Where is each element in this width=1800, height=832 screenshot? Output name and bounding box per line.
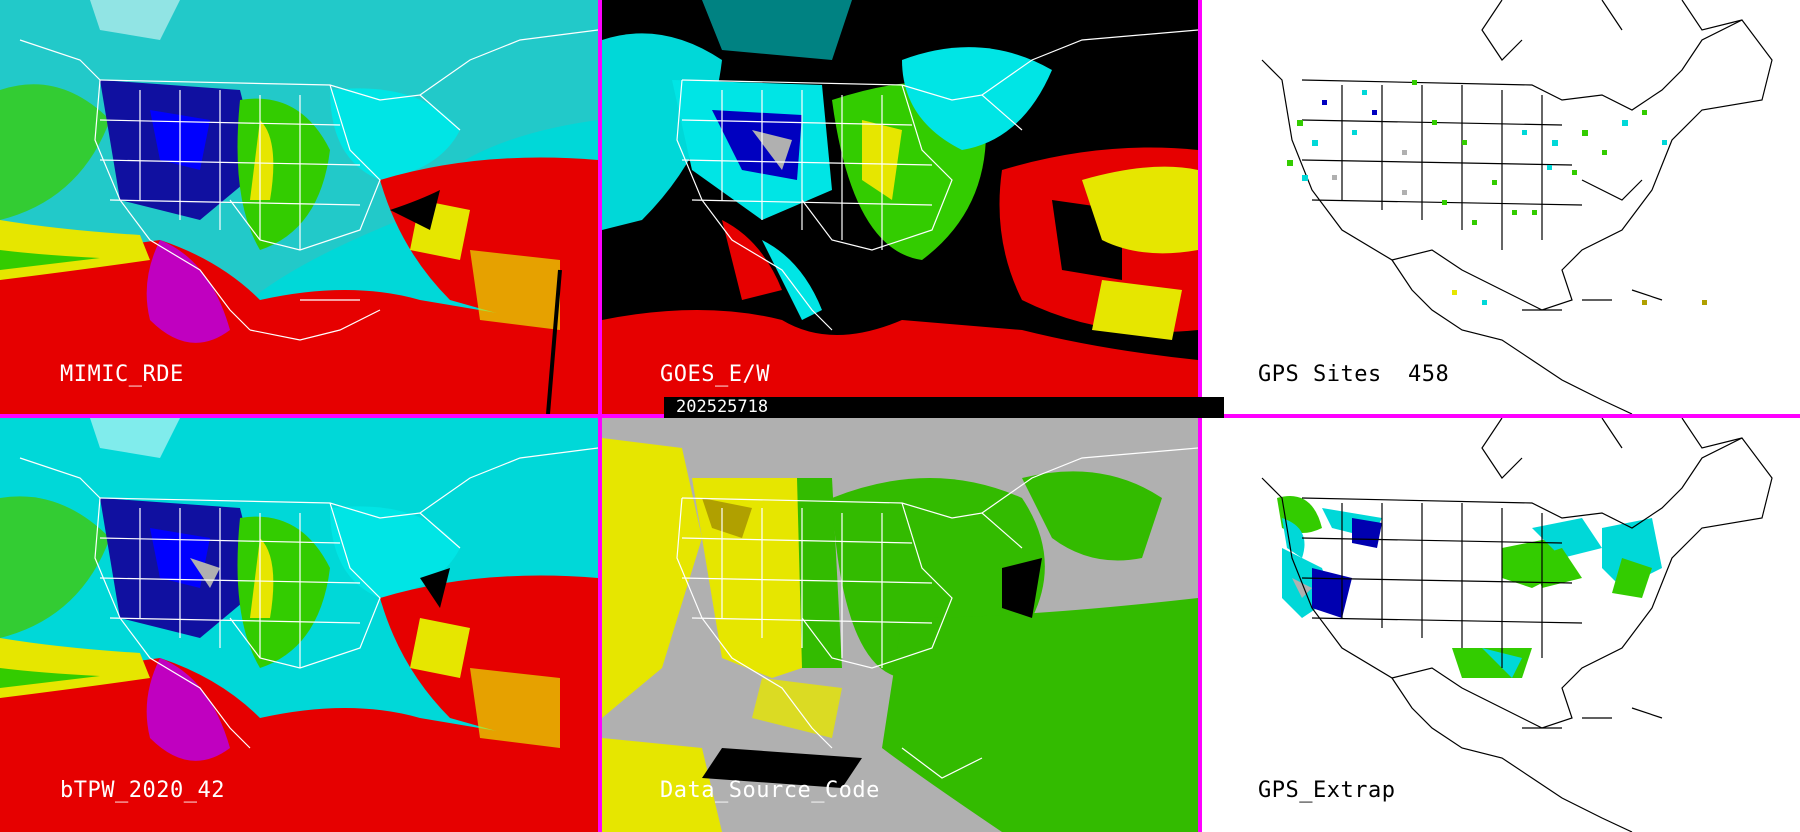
- panel-label-gps-sites: GPS Sites: [1258, 362, 1382, 387]
- data-source-code-map: [602, 418, 1198, 832]
- panel-label-mimic-rde: MIMIC_RDE: [60, 362, 184, 387]
- gps-sites-count: 458: [1408, 362, 1450, 387]
- gps-sites-map: [1202, 0, 1800, 414]
- timestamp-bar: 202525718: [664, 397, 1224, 418]
- gps-site-markers: [1287, 80, 1707, 305]
- panel-btpw: bTPW_2020_42: [0, 418, 598, 832]
- panel-goes-ew: GOES_E/W: [602, 0, 1198, 414]
- panel-gps-extrap: GPS_Extrap: [1202, 418, 1800, 832]
- panel-label-data-source-code: Data_Source_Code: [660, 778, 880, 803]
- panel-data-source-code: Data_Source_Code: [602, 418, 1198, 832]
- panel-gps-sites: GPS Sites 458: [1202, 0, 1800, 414]
- panel-label-gps-extrap: GPS_Extrap: [1258, 778, 1396, 803]
- panel-mimic-rde: MIMIC_RDE: [0, 0, 598, 414]
- panel-label-goes-ew: GOES_E/W: [660, 362, 770, 387]
- mimic-rde-map: [0, 0, 598, 414]
- goes-ew-map: [602, 0, 1198, 414]
- panel-label-btpw: bTPW_2020_42: [60, 778, 225, 803]
- gps-extrap-map: [1202, 418, 1800, 832]
- btpw-map: [0, 418, 598, 832]
